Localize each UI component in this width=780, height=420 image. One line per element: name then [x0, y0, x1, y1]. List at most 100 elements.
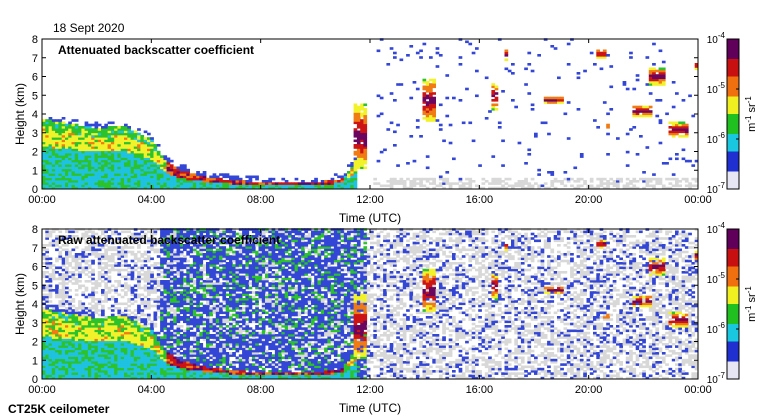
heatmap-cell	[130, 182, 135, 185]
heatmap-cell	[169, 372, 174, 375]
heatmap-cell	[183, 358, 187, 362]
heatmap-cell	[645, 184, 650, 188]
heatmap-cell	[78, 347, 82, 351]
heatmap-cell	[294, 184, 299, 188]
heatmap-cell	[232, 180, 236, 183]
heatmap-cell	[186, 293, 190, 297]
heatmap-cell	[81, 334, 86, 337]
heatmap-cell	[160, 286, 164, 290]
heatmap-cell	[160, 239, 164, 243]
heatmap-cell	[494, 85, 499, 89]
heatmap-cell	[196, 313, 200, 317]
heatmap-cell	[616, 177, 620, 181]
heatmap-cell	[94, 338, 99, 342]
heatmap-cell	[189, 246, 194, 249]
heatmap-cell	[665, 177, 669, 181]
heatmap-cell	[156, 144, 161, 147]
heatmap-cell	[84, 255, 89, 258]
heatmap-cell	[137, 316, 141, 319]
heatmap-cell	[363, 153, 368, 156]
heatmap-cell	[163, 244, 168, 247]
heatmap-cell	[163, 343, 168, 346]
heatmap-cell	[78, 273, 82, 276]
heatmap-cell	[61, 354, 66, 357]
heatmap-cell	[169, 264, 174, 267]
heatmap-cell	[61, 257, 66, 261]
heatmap-cell	[166, 255, 171, 258]
heatmap-cell	[137, 280, 141, 283]
heatmap-cell	[179, 361, 184, 364]
heatmap-cell	[94, 177, 99, 181]
heatmap-cell	[163, 291, 168, 294]
heatmap-cell	[107, 354, 112, 357]
heatmap-cell	[91, 123, 95, 127]
heatmap-cell	[74, 365, 79, 369]
heatmap-cell	[101, 244, 105, 247]
heatmap-cell	[68, 230, 72, 234]
heatmap-cell	[333, 173, 338, 176]
heatmap-cell	[176, 173, 181, 176]
heatmap-cell	[120, 144, 125, 147]
heatmap-cell	[55, 153, 59, 156]
heatmap-cell	[110, 309, 115, 312]
heatmap-cell	[616, 137, 620, 140]
heatmap-cell	[691, 177, 696, 181]
heatmap-cell	[212, 180, 217, 183]
heatmap-cell	[120, 159, 125, 163]
heatmap-cell	[130, 180, 135, 183]
heatmap-cell	[120, 250, 125, 254]
heatmap-cell	[160, 271, 164, 274]
heatmap-cell	[655, 99, 660, 102]
heatmap-cell	[186, 322, 190, 326]
heatmap-cell	[143, 354, 148, 357]
heatmap-cell	[599, 177, 604, 181]
heatmap-cell	[61, 363, 66, 366]
heatmap-cell	[652, 78, 656, 82]
heatmap-cell	[61, 291, 66, 294]
heatmap-cell	[179, 340, 184, 344]
heatmap-cell	[284, 182, 289, 185]
heatmap-cell	[130, 150, 135, 154]
heatmap-cell	[81, 325, 86, 328]
heatmap-cell	[192, 347, 197, 351]
heatmap-cell	[61, 137, 66, 140]
heatmap-cell	[163, 367, 168, 371]
heatmap-cell	[356, 117, 361, 120]
heatmap-cell	[494, 186, 499, 190]
heatmap-cell	[74, 259, 79, 263]
heatmap-cell	[107, 374, 112, 378]
heatmap-cell	[570, 184, 574, 188]
heatmap-cell	[445, 182, 450, 185]
heatmap-cell	[87, 365, 92, 369]
heatmap-cell	[163, 354, 168, 357]
heatmap-cell	[130, 148, 135, 152]
heatmap-cell	[143, 363, 148, 366]
heatmap-cell	[160, 327, 164, 330]
heatmap-cell	[609, 108, 614, 111]
heatmap-cell	[147, 271, 151, 274]
heatmap-cell	[166, 253, 171, 256]
heatmap-cell	[199, 361, 204, 364]
heatmap-cell	[192, 309, 197, 312]
heatmap-cell	[58, 173, 63, 176]
heatmap-cell	[48, 275, 53, 279]
heatmap-cell	[42, 150, 46, 154]
heatmap-cell	[91, 343, 95, 346]
heatmap-cell	[140, 300, 145, 303]
heatmap-cell	[363, 159, 368, 163]
heatmap-cell	[61, 168, 66, 172]
heatmap-cell	[42, 325, 46, 328]
heatmap-cell	[625, 164, 630, 167]
heatmap-cell	[78, 334, 82, 337]
heatmap-cell	[81, 135, 86, 138]
heatmap-cell	[376, 182, 381, 185]
heatmap-cell	[87, 352, 92, 355]
heatmap-cell	[150, 139, 154, 143]
heatmap-cell	[55, 244, 59, 247]
heatmap-cell	[143, 253, 148, 256]
heatmap-cell	[173, 367, 177, 371]
heatmap-cell	[209, 313, 213, 317]
heatmap-cell	[45, 168, 49, 172]
heatmap-cell	[61, 349, 66, 353]
heatmap-cell	[117, 354, 122, 357]
